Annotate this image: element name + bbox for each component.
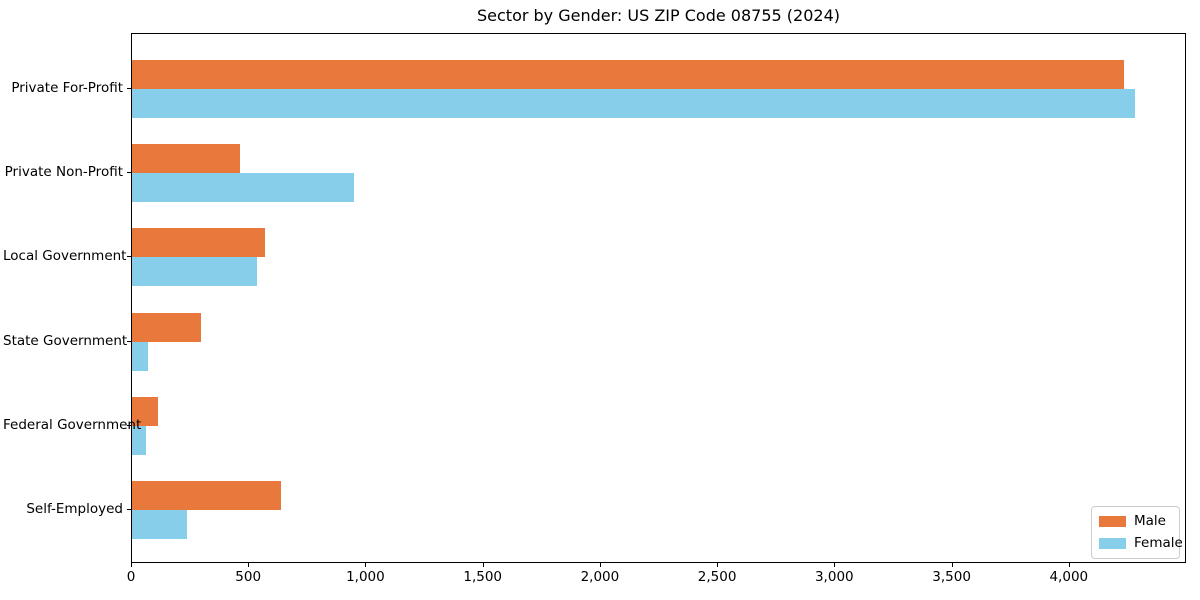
x-tick-label: 0 [126,569,136,585]
x-tick-label: 2,500 [697,569,737,585]
bar-female-2 [132,257,258,287]
y-tick-mark [127,172,131,174]
y-tick-mark [127,340,131,342]
x-tick-label: 2,000 [580,569,620,585]
bar-male-4 [132,396,158,426]
x-tick-label: 4,000 [1049,569,1089,585]
bar-male-0 [132,60,1124,89]
plot-area [131,33,1186,563]
y-tick-label: State Government [3,332,128,349]
x-tick-mark [951,563,953,567]
bar-female-5 [132,510,188,539]
bar-female-0 [132,89,1136,118]
bar-male-1 [132,144,240,174]
y-tick-mark [127,424,131,426]
x-tick-label: 1,500 [463,569,503,585]
y-tick-mark [127,509,131,510]
y-tick-label: Private For-Profit [11,80,123,96]
y-tick-mark [127,256,131,258]
x-tick-mark [599,563,601,567]
bar-female-3 [132,341,149,371]
bar-female-4 [132,425,147,455]
bar-male-3 [132,312,202,342]
x-tick-label: 3,500 [932,569,971,585]
legend: Male Female [1091,506,1183,559]
x-tick-mark [131,563,132,567]
legend-swatch-male [1099,515,1126,527]
x-tick-mark [365,563,367,567]
y-tick-label: Private Non-Profit [4,164,123,181]
x-tick-mark [717,563,719,567]
x-tick-mark [248,563,250,567]
bar-male-5 [132,481,281,510]
x-tick-mark [834,563,836,567]
y-tick-mark [127,88,131,89]
legend-item-female: Female [1099,535,1183,551]
y-tick-label: Local Government [3,248,127,265]
legend-label: Male [1134,513,1166,529]
y-tick-label: Self-Employed [26,501,123,517]
x-tick-mark [482,563,484,567]
x-tick-mark [1068,563,1070,567]
legend-label: Female [1134,535,1183,551]
chart-title: Sector by Gender: US ZIP Code 08755 (202… [477,6,840,25]
x-tick-label: 3,000 [814,569,854,585]
x-tick-label: 1,000 [346,569,385,585]
bar-male-2 [132,228,265,258]
y-tick-label: Federal Government [3,416,142,433]
bar-female-1 [132,173,354,203]
legend-item-male: Male [1099,513,1171,529]
x-tick-label: 500 [235,569,262,585]
legend-swatch-female [1099,537,1126,549]
